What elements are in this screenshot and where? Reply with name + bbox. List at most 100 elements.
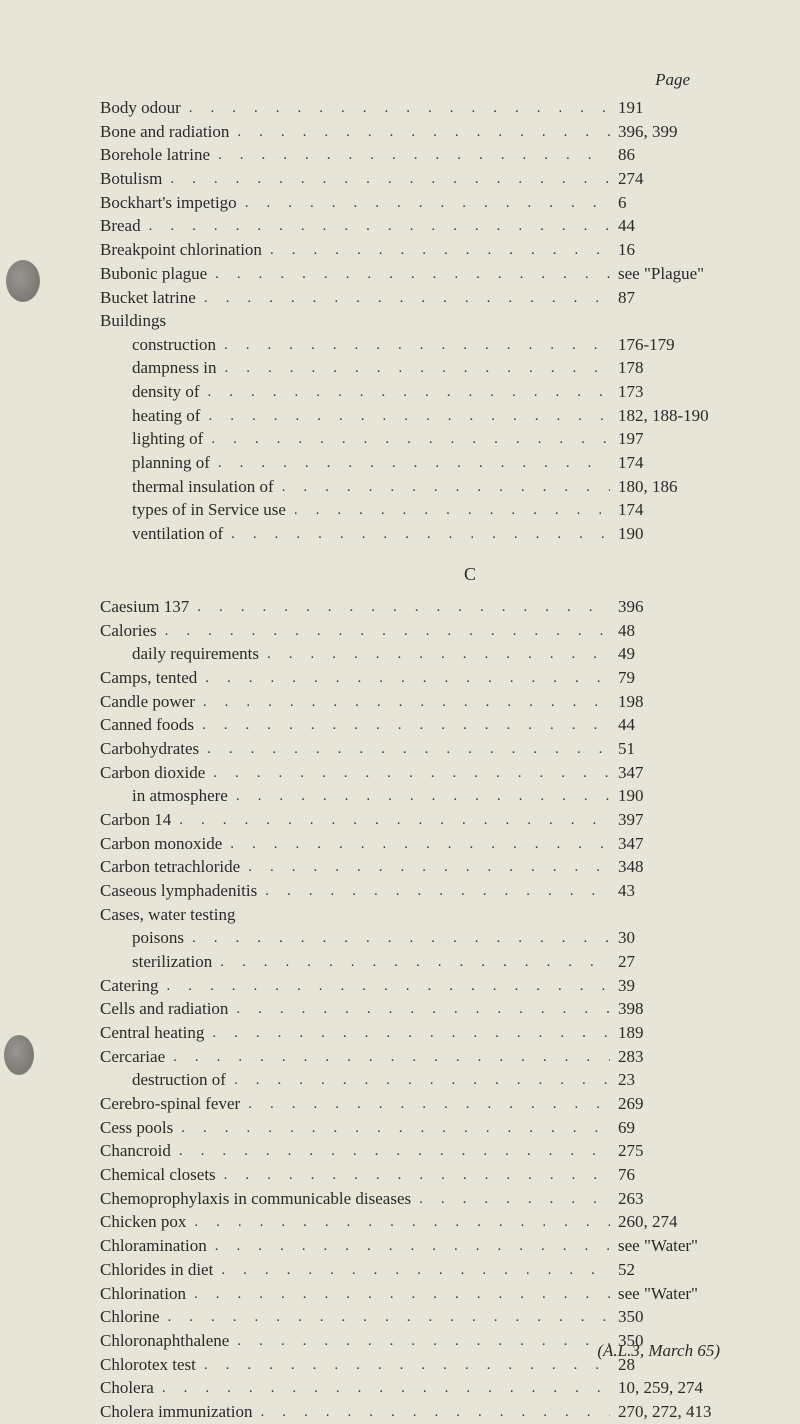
index-term: Chloronaphthalene (100, 1329, 233, 1352)
index-term: Bread (100, 214, 145, 237)
index-entry: Bubonic plague..........................… (100, 262, 720, 286)
index-page-ref: 197 (610, 427, 720, 450)
index-entry: Bockhart's impetigo.....................… (100, 191, 720, 215)
index-term: Botulism (100, 167, 166, 190)
index-page-ref: 52 (610, 1258, 720, 1281)
index-entry: Bucket latrine..........................… (100, 286, 720, 310)
index-entry: Cercariae...............................… (100, 1045, 720, 1069)
index-entry: Botulism................................… (100, 167, 720, 191)
leader-dots: ........................................ (161, 621, 610, 642)
leader-dots: ........................................ (190, 1284, 610, 1305)
index-entry: ventilation of..........................… (100, 522, 720, 546)
index-term: planning of (100, 451, 214, 474)
leader-dots: ........................................ (185, 98, 610, 119)
index-page-ref: 44 (610, 214, 720, 237)
leader-dots: ........................................ (263, 644, 610, 665)
index-entry: Borehole latrine........................… (100, 143, 720, 167)
index-entry: Cess pools..............................… (100, 1116, 720, 1140)
leader-dots: ........................................ (226, 834, 610, 855)
leader-dots: ........................................ (200, 288, 610, 309)
leader-dots: ........................................ (211, 264, 610, 285)
index-page-ref: 190 (610, 784, 720, 807)
index-entry: Caseous lymphadenitis...................… (100, 879, 720, 903)
index-page-ref: 51 (610, 737, 720, 760)
leader-dots: ........................................ (244, 1094, 610, 1115)
index-term: density of (100, 380, 204, 403)
leader-dots: ........................................ (190, 1212, 610, 1233)
index-entry: Chloramination..........................… (100, 1234, 720, 1258)
index-page-ref: 396 (610, 595, 720, 618)
leader-dots: ........................................ (204, 406, 610, 427)
index-page-ref: 178 (610, 356, 720, 379)
index-page-ref: 10, 259, 274 (610, 1376, 720, 1399)
index-page-ref: 79 (610, 666, 720, 689)
index-page-ref: 176-179 (610, 333, 720, 356)
index-page-ref: 43 (610, 879, 720, 902)
index-term: ventilation of (100, 522, 227, 545)
index-term: Canned foods (100, 713, 198, 736)
index-page-ref: 283 (610, 1045, 720, 1068)
leader-dots: ........................................ (415, 1189, 610, 1210)
leader-dots: ........................................ (214, 145, 610, 166)
index-entry: Central heating.........................… (100, 1021, 720, 1045)
index-term: Cases, water testing (100, 903, 240, 926)
index-term: poisons (100, 926, 188, 949)
page-column-header: Page (100, 70, 720, 90)
index-term: Chancroid (100, 1139, 175, 1162)
index-page-ref: 270, 272, 413 (610, 1400, 720, 1423)
index-term: Caesium 137 (100, 595, 193, 618)
leader-dots: ........................................ (257, 1402, 611, 1423)
leader-dots: ........................................ (169, 1047, 610, 1068)
index-entry: dampness in.............................… (100, 356, 720, 380)
leader-dots: ........................................ (177, 1118, 610, 1139)
index-term: construction (100, 333, 220, 356)
index-term: Carbohydrates (100, 737, 203, 760)
index-entry: Carbon dioxide..........................… (100, 761, 720, 785)
leader-dots: ........................................ (211, 1236, 610, 1257)
index-page-ref: 198 (610, 690, 720, 713)
leader-dots: ........................................ (266, 240, 610, 261)
index-entry: Chicken pox.............................… (100, 1210, 720, 1234)
index-term: Catering (100, 974, 163, 997)
section-heading-c: C (220, 564, 720, 585)
leader-dots: ........................................ (244, 857, 610, 878)
index-term: Bucket latrine (100, 286, 200, 309)
index-term: Breakpoint chlorination (100, 238, 266, 261)
leader-dots: ........................................ (230, 1070, 610, 1091)
index-entry: Cerebro-spinal fever....................… (100, 1092, 720, 1116)
index-page-ref: 174 (610, 498, 720, 521)
leader-dots: ........................................ (220, 335, 610, 356)
index-entry: lighting of.............................… (100, 427, 720, 451)
index-term: heating of (100, 404, 204, 427)
index-term: Central heating (100, 1021, 208, 1044)
index-term: in atmosphere (100, 784, 232, 807)
index-term: Candle power (100, 690, 199, 713)
index-entry: Chlorides in diet.......................… (100, 1258, 720, 1282)
index-page-ref: 275 (610, 1139, 720, 1162)
index-page-ref: 27 (610, 950, 720, 973)
index-term: Cholera immunization (100, 1400, 257, 1423)
index-entry: Chlorine................................… (100, 1305, 720, 1329)
leader-dots: ........................................ (145, 216, 610, 237)
index-term: types of in Service use (100, 498, 290, 521)
index-term: Chloramination (100, 1234, 211, 1257)
index-entry: Chemical closets........................… (100, 1163, 720, 1187)
index-term: Carbon monoxide (100, 832, 226, 855)
leader-dots: ........................................ (221, 358, 610, 379)
index-term: Bone and radiation (100, 120, 233, 143)
index-entry: Candle power............................… (100, 690, 720, 714)
leader-dots: ........................................ (290, 500, 610, 521)
scan-artifact-mark (6, 260, 40, 302)
leader-dots: ........................................ (188, 928, 610, 949)
index-page-ref: 190 (610, 522, 720, 545)
index-entry: Bread...................................… (100, 214, 720, 238)
index-entry: types of in Service use.................… (100, 498, 720, 522)
page-footer: (A.L.3, March 65) (597, 1341, 720, 1361)
leader-dots: ........................................ (203, 739, 610, 760)
index-entry: Caesium 137.............................… (100, 595, 720, 619)
scan-artifact-mark (4, 1035, 34, 1075)
index-page-ref: 269 (610, 1092, 720, 1115)
leader-dots: ........................................ (201, 668, 610, 689)
index-page-ref: see "Plague" (610, 262, 720, 285)
leader-dots: ........................................ (175, 810, 610, 831)
